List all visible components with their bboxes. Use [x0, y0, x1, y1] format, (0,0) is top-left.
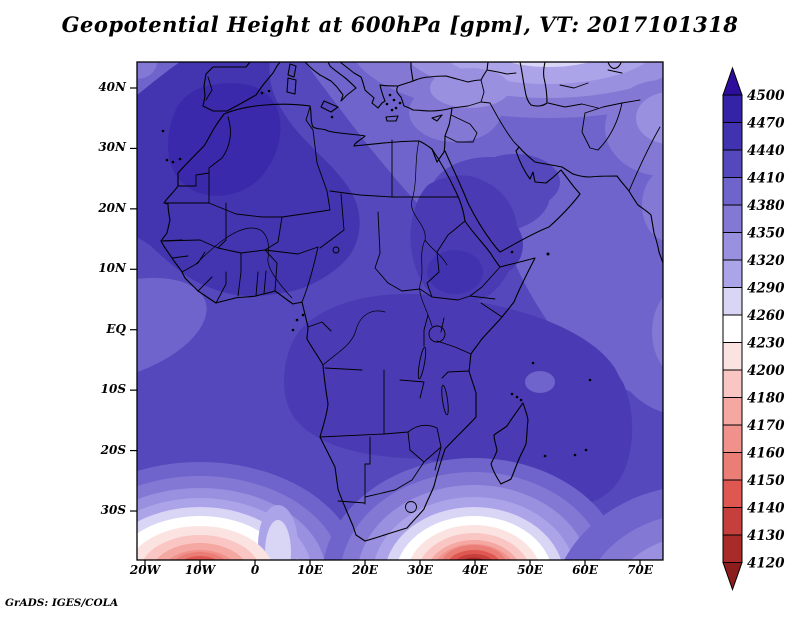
renderer-credit: GrADS: IGES/COLA [5, 597, 119, 609]
geography-overlay [160, 62, 663, 542]
map-frame [136, 61, 664, 561]
colorbar-level-label: 4320 [747, 253, 785, 269]
plot-title: Geopotential Height at 600hPa [gpm], VT:… [61, 12, 739, 37]
colorbar-level-label: 4160 [747, 446, 785, 462]
lat-tick-label: 40N [98, 80, 126, 94]
lat-tick-label: 30S [100, 503, 126, 517]
lat-tick-label: 20S [100, 442, 126, 457]
lon-tick-label: 50E [517, 563, 543, 577]
axis-tick-marks [130, 87, 641, 566]
colorbar-level-label: 4380 [747, 198, 785, 214]
small-islands [161, 89, 592, 458]
colorbar-level-label: 4200 [747, 363, 785, 379]
lon-tick-label: 40E [462, 563, 488, 577]
colorbar-level-label: 4290 [747, 281, 785, 297]
lon-tick-label: 70E [627, 563, 653, 577]
lat-tick-label: 20N [98, 200, 126, 215]
lat-tick-label: 30N [98, 140, 126, 155]
colorbar-level-label: 4120 [747, 556, 785, 572]
lon-tick-label: 60E [572, 563, 598, 577]
colorbar-level-label: 4410 [747, 171, 785, 187]
colorbar-level-label: 4440 [747, 143, 785, 159]
lon-tick-label: 0 [250, 563, 260, 577]
lon-tick-label: 20W [129, 563, 161, 577]
colorbar-level-label: 4260 [747, 308, 785, 324]
rivers [195, 140, 448, 366]
lon-tick-label: 10W [184, 563, 216, 577]
colorbar-level-label: 4470 [747, 116, 785, 132]
lat-tick-label: 10S [100, 382, 126, 397]
lon-tick-label: 20E [352, 563, 378, 577]
colorbar-level-label: 4350 [747, 226, 785, 242]
colorbar: 4500 4470 4440 4410 4380 4350 4320 4290 4260 4230… [722, 66, 785, 592]
colorbar-level-label: 4230 [747, 336, 785, 352]
lon-tick-label: 30E [407, 563, 433, 577]
colorbar-level-label: 4180 [747, 391, 785, 407]
country-borders [160, 69, 661, 513]
colorbar-level-label: 4130 [747, 528, 785, 544]
lakes [332, 246, 449, 416]
lon-tick-label: 10E [297, 563, 323, 577]
contour-field [137, 62, 663, 560]
colorbar-level-label: 4500 [747, 88, 785, 104]
colorbar-level-label: 4170 [747, 418, 785, 434]
colorbar-level-label: 4140 [747, 501, 785, 517]
colorbar-level-label: 4150 [747, 473, 785, 489]
lat-tick-label: EQ [106, 321, 126, 336]
lat-tick-label: 10N [98, 261, 126, 276]
